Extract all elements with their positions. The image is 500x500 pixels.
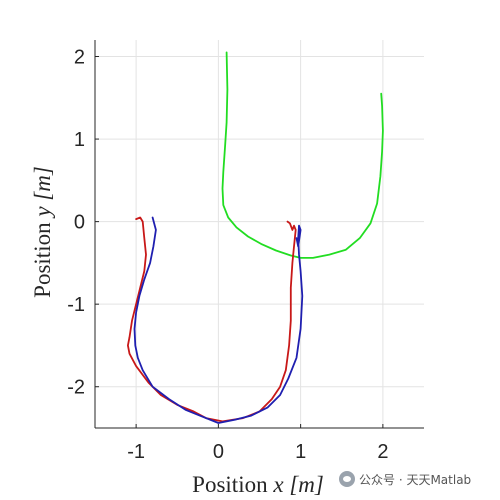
- y-tick-label-0: -2: [67, 377, 85, 399]
- x-tick-label-1: 0: [213, 441, 224, 463]
- tick-labels: -1 0 1 2 -2 -1 0 1 2: [67, 47, 388, 463]
- x-axis-label: Position x [m]: [192, 472, 324, 497]
- y-tick-label-4: 2: [74, 47, 85, 69]
- series-line-0: [221, 51, 384, 259]
- y-tick-label-3: 1: [74, 129, 85, 151]
- wechat-icon: [339, 471, 355, 487]
- y-tick-label-1: -1: [67, 294, 85, 316]
- watermark: 公众号 · 天天Matlab: [335, 468, 476, 490]
- series-line-2: [133, 216, 304, 424]
- y-axis-label: Position y [m]: [30, 166, 55, 298]
- x-tick-label-2: 1: [295, 441, 306, 463]
- y-tick-label-2: 0: [74, 212, 85, 234]
- watermark-text: 公众号 · 天天Matlab: [359, 472, 472, 487]
- x-tick-label-0: -1: [127, 441, 145, 463]
- x-tick-label-3: 2: [377, 441, 388, 463]
- axes: [94, 40, 424, 429]
- series-layer: [127, 51, 384, 424]
